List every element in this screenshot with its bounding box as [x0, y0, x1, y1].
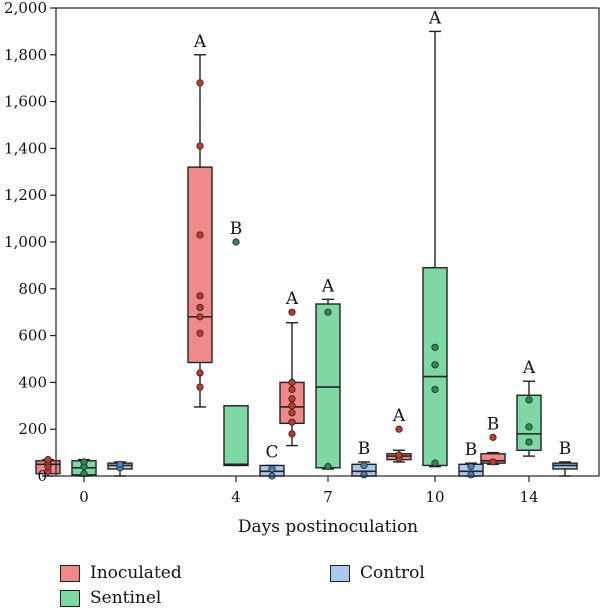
data-point [288, 378, 296, 386]
iqr-box [315, 303, 341, 469]
x-tick-label: 4 [231, 488, 241, 506]
data-point [196, 231, 204, 239]
data-point [288, 402, 296, 410]
data-point [116, 460, 124, 468]
data-point [196, 369, 204, 377]
control-swatch [330, 564, 350, 582]
box-control-10: B [458, 440, 484, 479]
data-point [324, 463, 332, 471]
y-tick-label: 2,000 [4, 0, 47, 17]
significance-letter: A [321, 276, 335, 296]
data-point [489, 433, 497, 441]
data-point [525, 423, 533, 431]
y-tick-label: 1,600 [4, 93, 47, 111]
data-point [395, 425, 403, 433]
box-inoculated-7: A [279, 289, 305, 447]
data-point [525, 396, 533, 404]
data-point [288, 430, 296, 438]
data-point [196, 329, 204, 337]
significance-letter: A [392, 406, 406, 426]
significance-letter: A [193, 32, 207, 52]
y-tick-label: 1,400 [4, 139, 47, 157]
data-point [467, 463, 475, 471]
significance-letter: A [522, 358, 536, 378]
box-sentinel-14: A [516, 358, 542, 457]
iqr-box [223, 405, 249, 467]
x-tick-label: 0 [79, 488, 89, 506]
data-point [288, 418, 296, 426]
data-point [431, 361, 439, 369]
box-inoculated-14: B [480, 414, 506, 466]
data-point [467, 471, 475, 479]
box-control-7: B [351, 439, 377, 479]
box-sentinel-0 [71, 458, 97, 478]
data-point [196, 383, 204, 391]
data-point [288, 308, 296, 316]
box-inoculated-0 [35, 456, 61, 477]
data-point [324, 308, 332, 316]
data-point [196, 303, 204, 312]
y-tick-label: 600 [18, 327, 47, 345]
data-point [431, 459, 439, 467]
data-point [44, 456, 52, 464]
data-point [232, 238, 240, 246]
x-tick-label: 14 [519, 488, 538, 506]
y-tick-label: 800 [18, 280, 47, 298]
significance-letter: B [559, 439, 572, 459]
significance-letter: B [465, 440, 478, 460]
legend-label-sentinel: Sentinel [90, 588, 162, 608]
y-tick-label: 1,800 [4, 46, 47, 64]
legend-label-control: Control [360, 563, 425, 583]
data-point [288, 409, 296, 417]
legend-item-control: Control [330, 563, 425, 583]
data-point [196, 292, 204, 300]
data-point [288, 385, 296, 394]
data-point [288, 395, 296, 403]
data-point [489, 458, 497, 466]
data-point [395, 451, 403, 459]
y-tick-label: 200 [18, 420, 47, 438]
legend-item-inoculated: Inoculated [60, 563, 182, 583]
data-point [80, 458, 88, 466]
data-point [196, 79, 204, 87]
x-axis-title: Days postinoculation [238, 517, 418, 537]
inoculated-swatch [60, 564, 80, 582]
significance-letter: A [428, 8, 442, 28]
significance-letter: B [487, 414, 500, 434]
data-point [525, 438, 533, 446]
box-inoculated-4: A [187, 32, 213, 408]
y-tick-label: 0 [37, 467, 47, 485]
legend-label-inoculated: Inoculated [90, 563, 182, 583]
box-sentinel-7: A [315, 276, 341, 471]
x-tick-label: 10 [425, 488, 444, 506]
data-point [431, 385, 439, 394]
y-tick-label: 1,000 [4, 233, 47, 251]
box-control-0 [107, 460, 133, 477]
data-point [360, 461, 368, 470]
significance-letter: B [358, 439, 371, 459]
legend: Inoculated Sentinel Control [56, 560, 456, 608]
box-inoculated-10: A [386, 406, 412, 463]
box-control-4: C [259, 442, 285, 480]
data-point [268, 465, 276, 473]
data-point [196, 313, 204, 321]
x-tick-label: 7 [323, 488, 333, 506]
data-point [360, 471, 368, 479]
significance-letter: B [230, 219, 243, 239]
y-tick-label: 1,200 [4, 186, 47, 204]
box-sentinel-4: B [223, 219, 249, 467]
significance-letter: C [265, 442, 278, 462]
y-tick-label: 400 [18, 373, 47, 391]
data-point [431, 343, 439, 351]
box-control-14: B [552, 439, 578, 477]
sentinel-swatch [60, 589, 80, 607]
data-point [196, 142, 204, 150]
significance-letter: A [285, 289, 299, 309]
legend-item-sentinel: Sentinel [60, 588, 161, 608]
box-sentinel-10: A [422, 8, 448, 468]
